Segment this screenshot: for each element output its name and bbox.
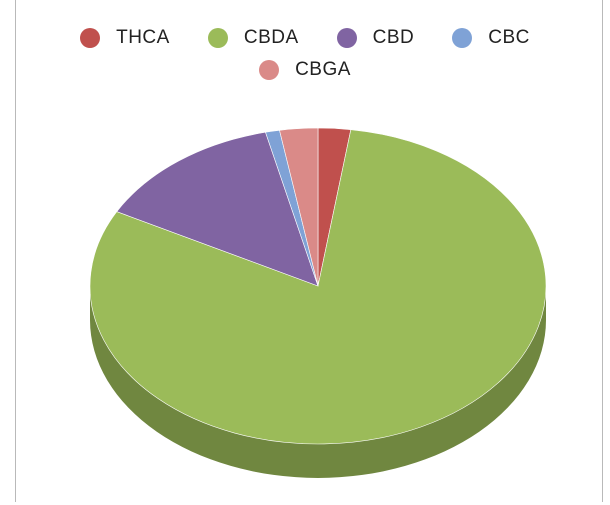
legend-label-thca: THCA (116, 27, 170, 48)
legend-label-cbda: CBDA (243, 27, 299, 48)
legend-row-2: CBGA (0, 54, 610, 86)
pie-slice-cbd (116, 131, 319, 287)
legend-item-cbd: CBD (336, 27, 415, 49)
legend-label-cbd: CBD (372, 27, 415, 48)
pie-slice-cbga (279, 127, 319, 287)
pie-side (90, 286, 546, 478)
pie-side-cbda (90, 286, 546, 478)
legend-label-cbga: CBGA (295, 59, 351, 80)
legend-item-cbc: CBC (452, 27, 530, 49)
legend-row-1: THCA CBDA CBD CBC (0, 22, 610, 54)
legend-swatch-cbga (259, 60, 280, 80)
chart-frame (15, 0, 603, 502)
legend-swatch-cbda (207, 28, 228, 48)
legend-label-cbc: CBC (488, 27, 530, 48)
pie-top (89, 127, 547, 445)
legend-swatch-cbd (336, 28, 357, 48)
legend-item-cbga: CBGA (259, 59, 351, 81)
legend-swatch-thca (80, 28, 101, 48)
legend-swatch-cbc (452, 28, 473, 48)
chart-legend: THCA CBDA CBD CBC CBGA (0, 22, 610, 86)
legend-item-thca: THCA (80, 27, 170, 49)
legend-item-cbda: CBDA (207, 27, 299, 49)
pie-slice-cbda (89, 129, 547, 445)
